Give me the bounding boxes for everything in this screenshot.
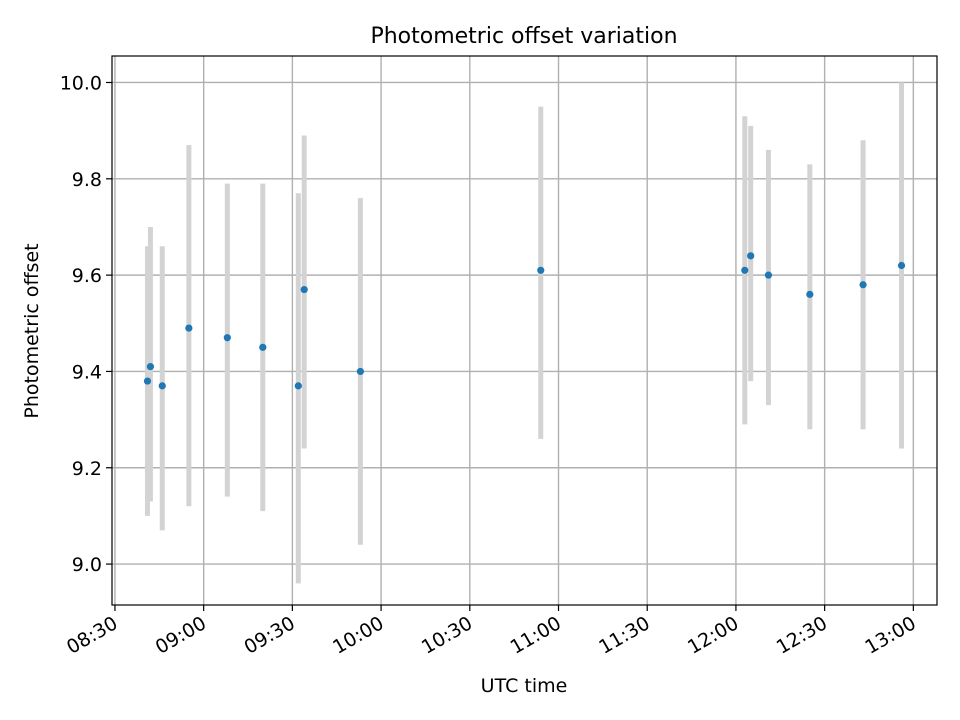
data-point xyxy=(747,252,755,260)
data-point xyxy=(259,343,267,351)
x-tick-label: 12:00 xyxy=(684,612,742,658)
data-point xyxy=(806,290,814,298)
data-point xyxy=(185,324,193,332)
data-point xyxy=(294,382,302,390)
x-tick-label: 10:30 xyxy=(418,612,476,658)
y-axis-label: Photometric offset xyxy=(21,243,43,418)
y-tick-label: 9.6 xyxy=(72,265,102,287)
y-tick-label: 9.4 xyxy=(72,361,102,383)
y-tick-label: 9.8 xyxy=(72,169,102,191)
y-axis-ticks: 9.0 9.2 9.4 9.6 9.8 10.0 xyxy=(60,72,112,576)
x-tick-label: 10:00 xyxy=(329,612,387,658)
y-tick-label: 10.0 xyxy=(60,72,102,94)
data-point xyxy=(356,367,364,376)
data-point xyxy=(537,266,545,274)
y-tick-label: 9.0 xyxy=(72,554,102,576)
x-tick-label: 09:00 xyxy=(152,612,210,658)
data-point xyxy=(143,377,152,385)
data-point xyxy=(859,281,867,289)
x-tick-label: 12:30 xyxy=(773,612,831,658)
x-tick-label: 13:00 xyxy=(861,612,919,658)
data-point xyxy=(764,271,773,279)
x-tick-label: 11:30 xyxy=(595,612,653,658)
x-tick-label: 09:30 xyxy=(240,612,298,658)
data-points xyxy=(143,252,906,390)
plot-frame xyxy=(111,55,938,606)
y-tick-label: 9.2 xyxy=(72,458,102,480)
grid-lines xyxy=(112,56,937,605)
data-point xyxy=(741,266,749,274)
data-point xyxy=(158,382,166,390)
data-point xyxy=(146,363,155,371)
x-tick-label: 08:30 xyxy=(63,612,121,658)
x-axis-label: UTC time xyxy=(481,675,568,697)
x-tick-label: 11:00 xyxy=(507,612,565,658)
data-point xyxy=(223,334,231,342)
error-bars xyxy=(144,82,905,584)
data-point xyxy=(300,285,308,294)
data-point xyxy=(897,261,906,270)
x-axis-ticks: 08:30 09:00 09:30 10:00 10:30 11:00 11:30 12:00… xyxy=(63,605,920,659)
chart-title: Photometric offset variation xyxy=(370,24,677,49)
